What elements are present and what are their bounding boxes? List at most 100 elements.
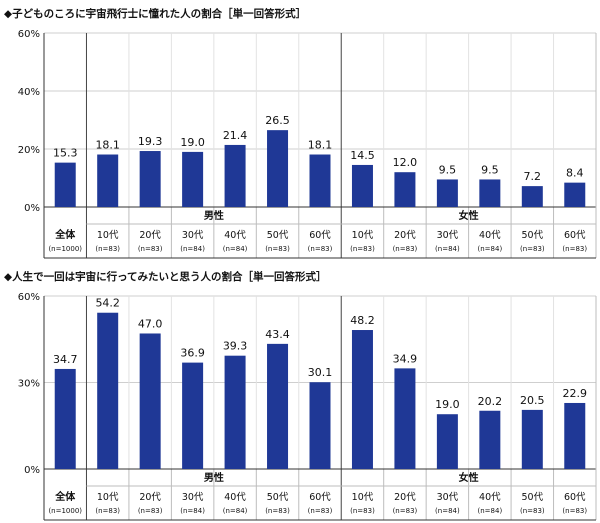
bar [139, 151, 161, 207]
data-label: 7.2 [524, 170, 542, 183]
y-tick-label: 0% [24, 203, 40, 214]
category-label: 10代 [352, 492, 374, 503]
data-label: 22.9 [563, 387, 588, 400]
bar [97, 154, 119, 207]
category-label: 全体 [54, 228, 76, 241]
category-label: 50代 [522, 230, 544, 241]
data-label: 14.5 [350, 149, 375, 162]
category-label: 40代 [479, 492, 501, 503]
group-label: 男性 [204, 471, 224, 484]
data-label: 36.9 [180, 347, 205, 360]
sample-size-label: (n=84) [180, 507, 205, 515]
chart-space-travel-wish: ◆人生で一回は宇宙に行ってみたいと思う人の割合［単一回答形式］ 60% 30% 0%… [0, 263, 600, 523]
bar [521, 186, 543, 207]
y-tick-label: 20% [18, 145, 40, 156]
y-tick-label: 30% [18, 379, 40, 390]
sample-size-label: (n=1000) [48, 507, 82, 515]
data-label: 30.1 [308, 366, 333, 379]
sample-size-label: (n=83) [562, 245, 587, 253]
sample-size-label: (n=83) [95, 245, 120, 253]
bar [394, 368, 416, 469]
bar [351, 164, 373, 207]
sample-size-label: (n=83) [265, 245, 290, 253]
y-tick-label: 0% [24, 465, 40, 476]
sample-size-label: (n=84) [180, 245, 205, 253]
sample-size-label: (n=84) [435, 245, 460, 253]
category-label: 全体 [54, 490, 76, 503]
bar [436, 179, 458, 207]
sample-size-label: (n=84) [478, 507, 503, 515]
category-label: 20代 [394, 230, 416, 241]
sample-size-label: (n=83) [138, 507, 163, 515]
bar [267, 343, 289, 469]
category-label: 10代 [97, 230, 119, 241]
data-label: 20.5 [520, 394, 545, 407]
sample-size-label: (n=83) [350, 507, 375, 515]
data-label: 34.7 [53, 353, 78, 366]
category-label: 40代 [224, 492, 246, 503]
sample-size-label: (n=83) [350, 245, 375, 253]
sample-size-label: (n=83) [308, 507, 333, 515]
category-label: 30代 [437, 230, 459, 241]
data-label: 39.3 [223, 340, 248, 353]
category-label: 50代 [522, 492, 544, 503]
bar [479, 179, 501, 207]
sample-size-label: (n=83) [308, 245, 333, 253]
data-label: 20.2 [478, 395, 503, 408]
chart-title: ◆子どものころに宇宙飛行士に憧れた人の割合［単一回答形式］ [4, 8, 307, 20]
bar [182, 362, 204, 469]
data-label: 9.5 [481, 163, 499, 176]
chart-title: ◆人生で一回は宇宙に行ってみたいと思う人の割合［単一回答形式］ [4, 271, 327, 283]
category-label: 40代 [224, 230, 246, 241]
data-label: 43.4 [265, 328, 290, 341]
sample-size-label: (n=83) [95, 507, 120, 515]
bar [309, 154, 331, 207]
category-label: 30代 [182, 230, 204, 241]
data-label: 19.0 [435, 398, 460, 411]
category-label: 20代 [139, 230, 161, 241]
category-label: 60代 [564, 230, 586, 241]
data-label: 54.2 [95, 297, 120, 310]
bar [479, 410, 501, 469]
sample-size-label: (n=1000) [48, 245, 82, 253]
category-label: 60代 [309, 492, 331, 503]
group-label: 女性 [459, 209, 479, 222]
group-label: 女性 [459, 471, 479, 484]
y-tick-label: 40% [18, 87, 40, 98]
sample-size-label: (n=84) [435, 507, 460, 515]
sample-size-label: (n=83) [138, 245, 163, 253]
category-label: 20代 [394, 492, 416, 503]
sample-size-label: (n=84) [223, 507, 248, 515]
category-label: 10代 [352, 230, 374, 241]
bar-chart-svg: 60% 30% 0% 34.7 54.2 47.0 36.9 39.3 43.4 30.1 48.2… [18, 292, 597, 521]
sample-size-label: (n=84) [223, 245, 248, 253]
bar [436, 414, 458, 469]
data-label: 18.1 [95, 139, 120, 152]
category-label: 40代 [479, 230, 501, 241]
category-label: 50代 [267, 492, 289, 503]
y-tick-label: 60% [18, 292, 40, 303]
bar [54, 162, 76, 207]
y-tick-label: 60% [18, 29, 40, 40]
sample-size-label: (n=83) [562, 507, 587, 515]
bar [351, 330, 373, 469]
bar [564, 182, 586, 207]
bar [309, 382, 331, 469]
data-label: 12.0 [393, 156, 418, 169]
data-label: 15.3 [53, 147, 78, 160]
bar [182, 151, 204, 207]
bar [54, 368, 76, 469]
data-label: 18.1 [308, 139, 333, 152]
data-label: 34.9 [393, 352, 418, 365]
data-label: 19.3 [138, 135, 163, 148]
group-label: 男性 [204, 209, 224, 222]
category-label: 50代 [267, 230, 289, 241]
category-label: 10代 [97, 492, 119, 503]
bar [564, 402, 586, 469]
data-label: 47.0 [138, 317, 163, 330]
sample-size-label: (n=83) [393, 507, 418, 515]
data-label: 8.4 [566, 167, 584, 180]
bar [521, 409, 543, 469]
sample-size-label: (n=84) [478, 245, 503, 253]
category-label: 20代 [139, 492, 161, 503]
